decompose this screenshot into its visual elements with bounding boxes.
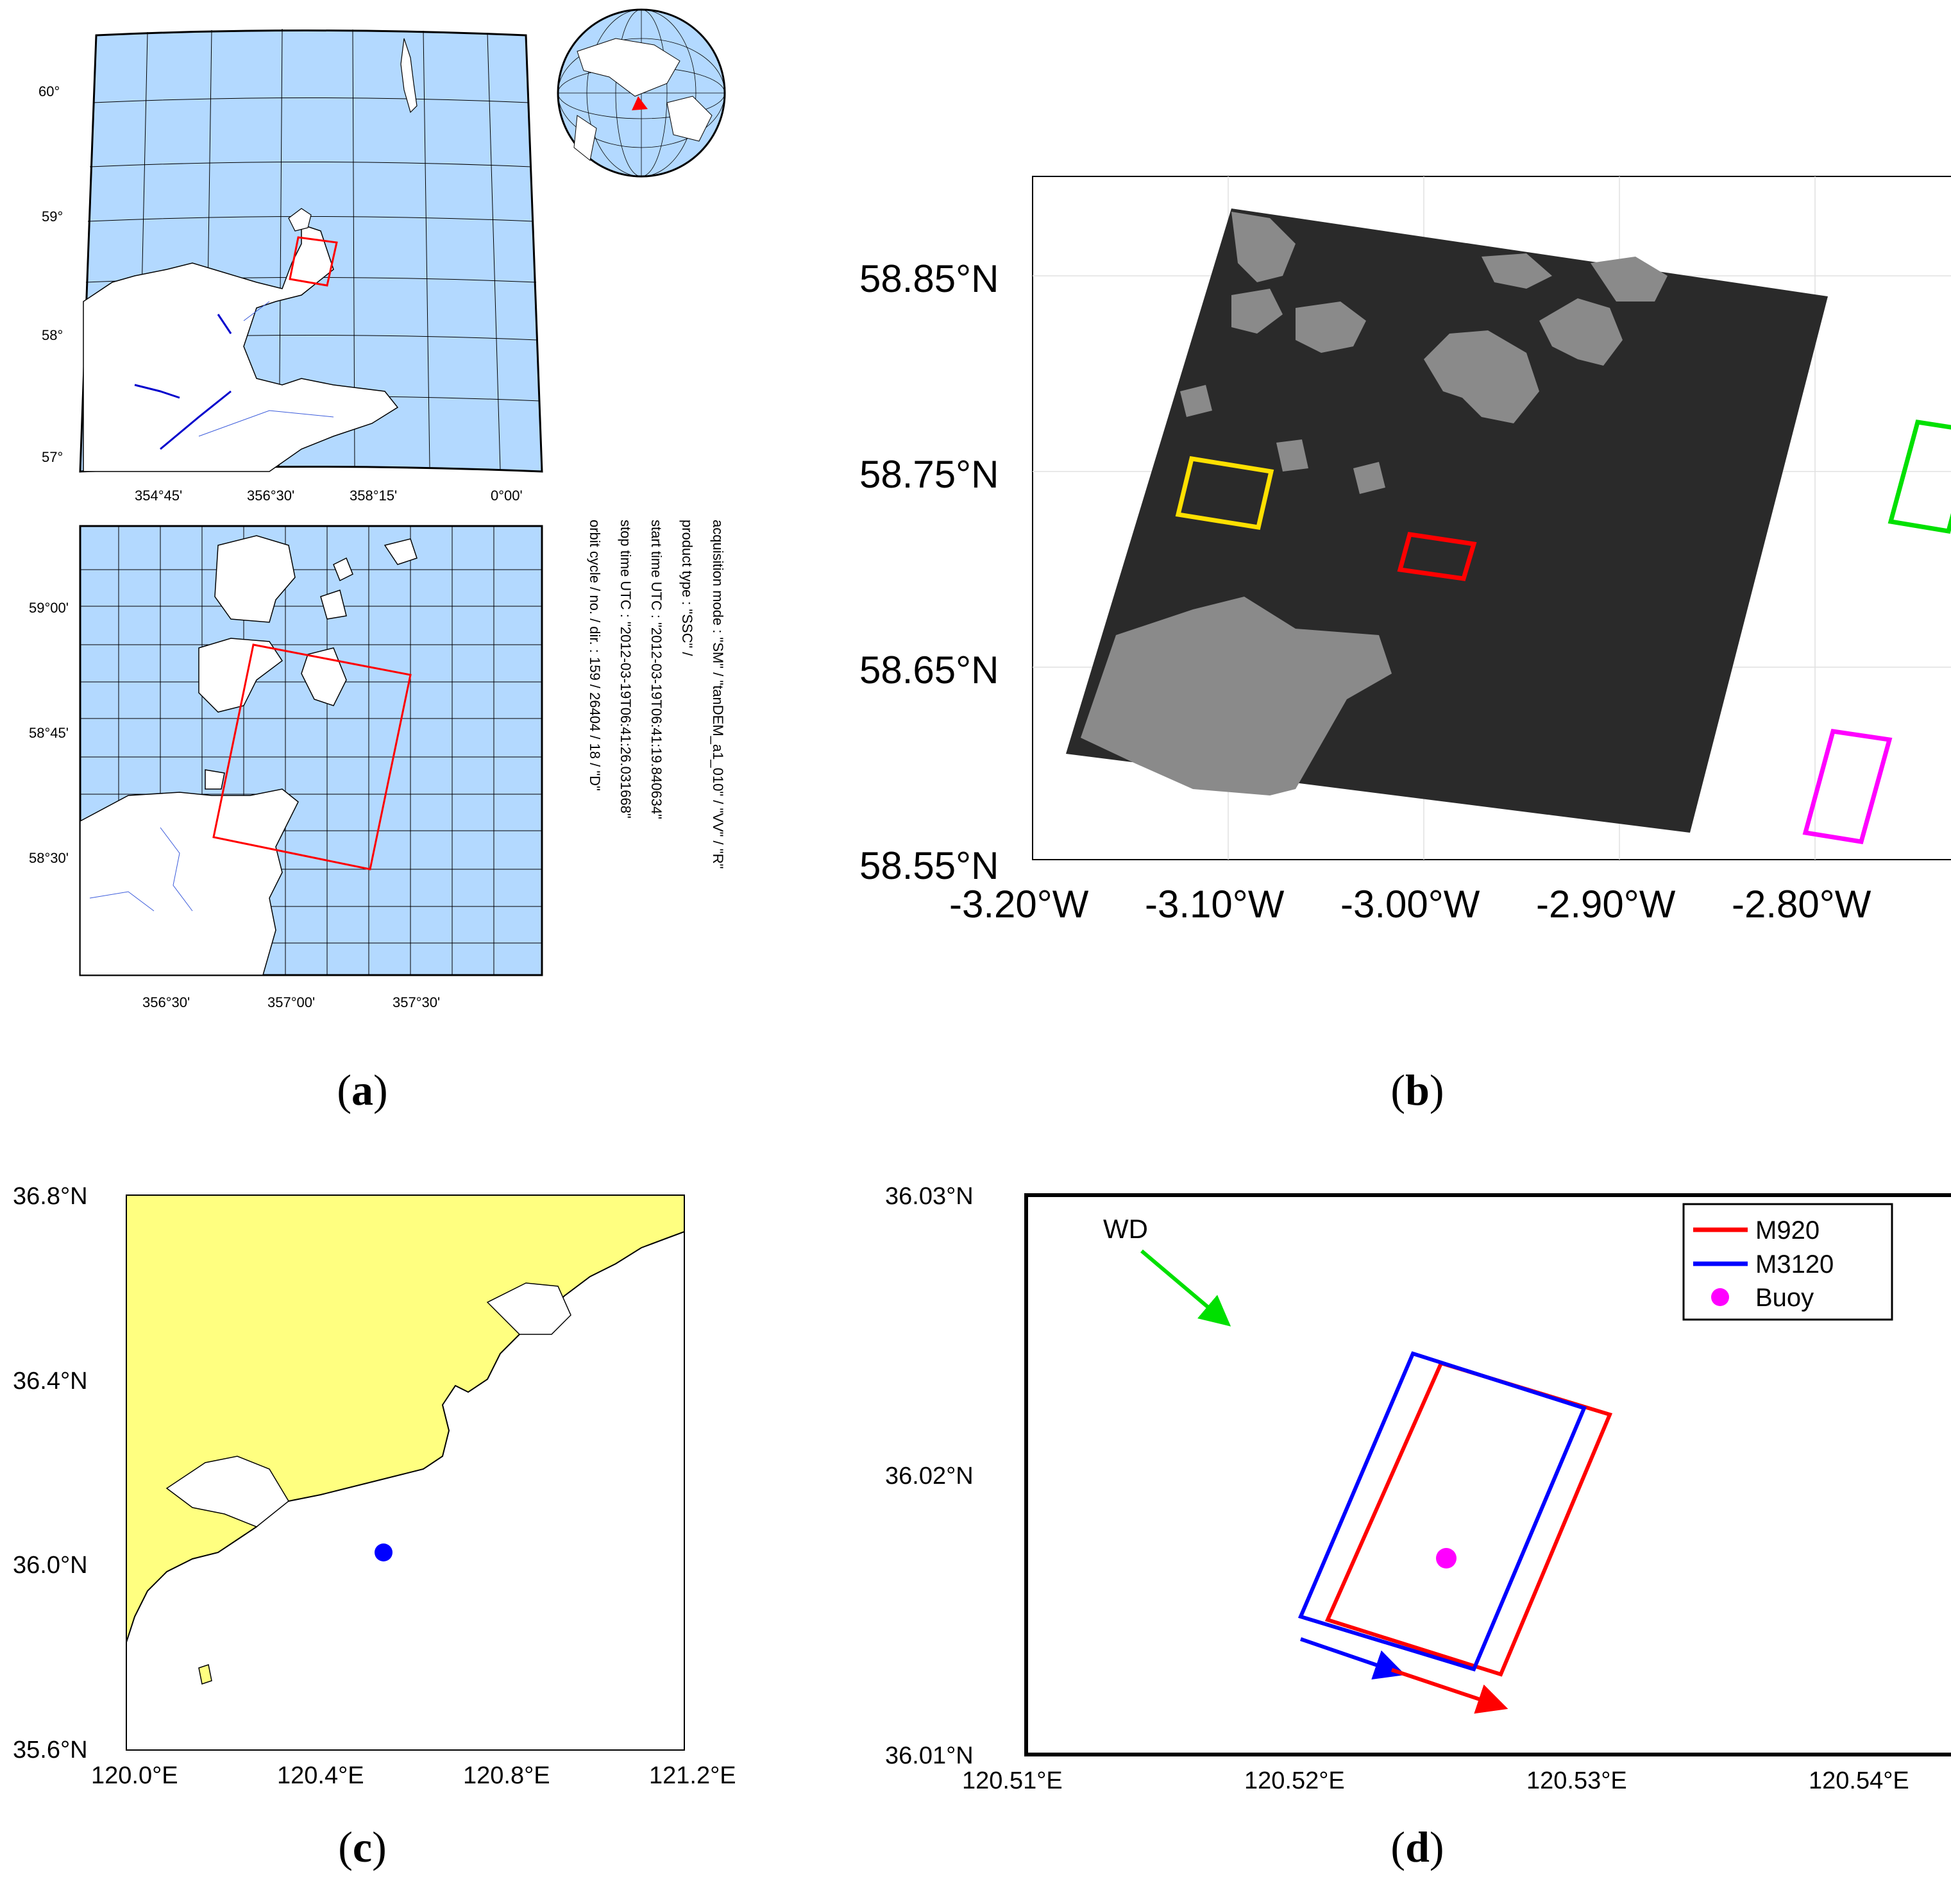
- lower-lat-0: 59°00': [29, 600, 69, 616]
- globe-location-marker: [632, 96, 648, 110]
- panel-d-legend: M920 M3120 Buoy: [1682, 1203, 1893, 1321]
- legend-m920: M920: [1755, 1216, 1820, 1245]
- lower-lat-1: 58°45': [29, 725, 69, 741]
- b-lon-3: -2.90°W: [1536, 883, 1676, 926]
- b-lat-3: 58.55°N: [859, 844, 999, 887]
- b-lat-0: 58.85°N: [859, 257, 999, 300]
- d-lat-1: 36.02°N: [885, 1463, 974, 1490]
- upper-map-study-box: [289, 236, 338, 287]
- sar-land: [1081, 212, 1668, 795]
- lower-lat-2: 58°30': [29, 850, 69, 866]
- d-lon-0: 120.51°E: [962, 1767, 1063, 1794]
- metadata-line-2: start time UTC : "2012-03-19T06:41:19.84…: [648, 520, 664, 819]
- c-lon-3: 121.2°E: [649, 1762, 736, 1789]
- sar-box-magenta: [1802, 729, 1893, 844]
- b-lat-1: 58.75°N: [859, 453, 999, 496]
- c-lat-1: 36.4°N: [13, 1368, 88, 1395]
- panel-b: 58.85°N 58.75°N 58.65°N 58.55°N -3.20°W …: [834, 148, 1951, 982]
- panel-d: WD M920 M3120 Buoy 36.03°N 36.02°N 36.01…: [834, 1168, 1951, 1835]
- metadata-line-3: stop time UTC : "2012-03-19T06:41:26.031…: [618, 520, 634, 819]
- upper-lat-3: 57°: [42, 449, 63, 465]
- sar-box-red: [1397, 532, 1477, 581]
- d-lon-3: 120.54°E: [1809, 1767, 1909, 1794]
- globe-inset: [557, 8, 726, 178]
- upper-lat-0: 60°: [38, 83, 60, 99]
- metadata-line-4: orbit cycle / no. / dir. : 159 / 26404 /…: [587, 520, 603, 791]
- wd-label: WD: [1103, 1214, 1148, 1244]
- d-lon-1: 120.52°E: [1244, 1767, 1345, 1794]
- upper-map-land-scotland: [83, 223, 399, 472]
- panel-d-buoy: [1436, 1548, 1457, 1568]
- c-lat-2: 36.0°N: [13, 1552, 88, 1579]
- b-lon-4: -2.80°W: [1732, 883, 1871, 926]
- b-lon-0: -3.20°W: [949, 883, 1089, 926]
- caption-a: (a): [337, 1066, 388, 1114]
- c-lon-0: 120.0°E: [91, 1762, 178, 1789]
- metadata-line-0: acquisition mode : "SM" / "tanDEM_a1_010…: [710, 520, 726, 869]
- panel-c: 36.8°N 36.4°N 36.0°N 35.6°N 120.0°E 120.…: [0, 1168, 834, 1835]
- wd-arrow: [1140, 1249, 1231, 1327]
- m920-direction-arrow: [1391, 1668, 1508, 1714]
- panel-b-svg: 58.85°N 58.75°N 58.65°N 58.55°N -3.20°W …: [859, 176, 1951, 926]
- c-lon-2: 120.8°E: [463, 1762, 550, 1789]
- sar-box-yellow: [1175, 456, 1274, 530]
- upper-lat-2: 58°: [42, 327, 63, 343]
- m3120-direction-arrow: [1300, 1637, 1406, 1680]
- upper-lon-3: 0°00': [491, 488, 523, 504]
- b-lon-2: -3.00°W: [1340, 883, 1480, 926]
- upper-lon-1: 356°30': [247, 488, 294, 504]
- metadata-line-1: product type : "SSC" /: [679, 520, 695, 656]
- upper-map-land-shetland: [400, 38, 418, 114]
- legend-buoy: Buoy: [1755, 1284, 1814, 1312]
- upper-lat-1: 59°: [42, 208, 63, 225]
- caption-d: (d): [1390, 1823, 1444, 1871]
- lower-map-land: [80, 535, 418, 976]
- b-lat-2: 58.65°N: [859, 649, 999, 692]
- caption-b: (b): [1390, 1066, 1444, 1114]
- legend-m3120: M3120: [1755, 1250, 1834, 1279]
- caption-c: (c): [338, 1823, 387, 1871]
- panel-c-buoy: [375, 1543, 393, 1561]
- panel-a-svg: 60° 59° 58° 57° 354°45' 356°30' 358°15' …: [29, 8, 726, 1010]
- d-lon-2: 120.53°E: [1526, 1767, 1627, 1794]
- m3120-box: [1297, 1351, 1587, 1672]
- upper-lon-0: 354°45': [135, 488, 182, 504]
- upper-lon-2: 358°15': [350, 488, 397, 504]
- lower-lon-1: 357°00': [267, 994, 315, 1010]
- d-lat-2: 36.01°N: [885, 1742, 974, 1769]
- sar-box-green: [1888, 420, 1951, 534]
- c-lat-3: 35.6°N: [13, 1737, 88, 1764]
- upper-map-land-orkney: [288, 208, 312, 232]
- panel-c-svg: 36.8°N 36.4°N 36.0°N 35.6°N 120.0°E 120.…: [13, 1183, 736, 1789]
- upper-map-rivers: [134, 314, 232, 450]
- lower-map-study-box: [212, 643, 412, 871]
- b-lon-1: -3.10°W: [1145, 883, 1285, 926]
- c-lat-0: 36.8°N: [13, 1183, 88, 1210]
- panel-a: 60° 59° 58° 57° 354°45' 356°30' 358°15' …: [0, 0, 834, 1129]
- lower-lon-2: 357°30': [393, 994, 440, 1010]
- panel-d-svg: WD M920 M3120 Buoy 36.03°N 36.02°N 36.01…: [885, 1183, 1951, 1794]
- lower-lon-0: 356°30': [142, 994, 190, 1010]
- sar-metadata: acquisition mode : "SM" / "tanDEM_a1_010…: [587, 520, 726, 869]
- d-lat-0: 36.03°N: [885, 1183, 974, 1210]
- c-lon-1: 120.4°E: [277, 1762, 364, 1789]
